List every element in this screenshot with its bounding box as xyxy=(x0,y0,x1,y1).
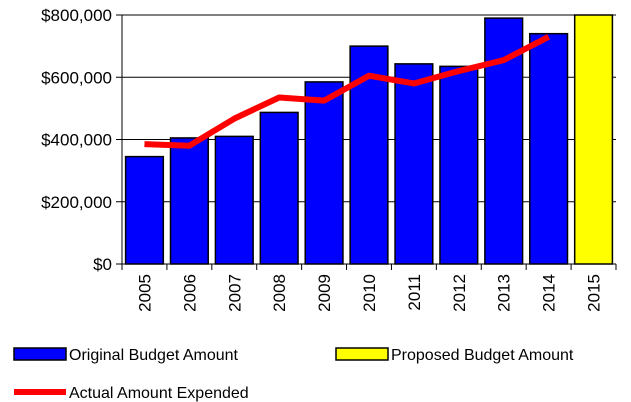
legend-swatch-proposed xyxy=(335,347,389,361)
x-tick-label: 2014 xyxy=(540,274,559,312)
x-tick-label: 2007 xyxy=(225,274,244,312)
bar-2006 xyxy=(169,137,209,265)
axes xyxy=(116,14,617,270)
legend-item-proposed: Proposed Budget Amount xyxy=(335,347,574,364)
x-tick-label: 2012 xyxy=(450,274,469,312)
bar-2011 xyxy=(394,63,434,265)
x-tick-label: 2006 xyxy=(180,274,199,312)
actual-expended-line xyxy=(144,34,551,149)
x-tick-label: 2008 xyxy=(270,274,289,312)
y-tick-label: $600,000 xyxy=(41,68,112,87)
legend-swatch-original xyxy=(13,347,67,361)
bar-2008 xyxy=(259,111,299,265)
y-tick-label: $800,000 xyxy=(41,6,112,25)
y-tick-label: $200,000 xyxy=(41,193,112,212)
bar-2014 xyxy=(529,32,569,265)
legend-label-proposed: Proposed Budget Amount xyxy=(391,347,574,364)
legend: Original Budget Amount Proposed Budget A… xyxy=(13,347,574,402)
legend-item-actual: Actual Amount Expended xyxy=(14,385,249,402)
x-tick-label: 2013 xyxy=(495,274,514,312)
x-tick-label: 2010 xyxy=(360,274,379,312)
bar-2007 xyxy=(214,135,254,265)
bar-2009 xyxy=(304,81,344,265)
legend-label-original: Original Budget Amount xyxy=(69,347,239,364)
legend-item-original: Original Budget Amount xyxy=(13,347,239,364)
bar-2012 xyxy=(439,65,479,265)
x-tick-label: 2009 xyxy=(315,274,334,312)
y-tick-labels: $0 $200,000 $400,000 $600,000 $800,000 xyxy=(41,6,112,274)
bars xyxy=(124,14,614,265)
legend-label-actual: Actual Amount Expended xyxy=(69,385,249,402)
x-tick-label: 2015 xyxy=(585,274,604,312)
y-tick-label: $400,000 xyxy=(41,131,112,150)
bar-2015 xyxy=(573,14,614,265)
actual-line-layer xyxy=(144,34,551,149)
x-tick-labels: 2005 2006 2007 2008 2009 2010 2011 2012 2013 2014… xyxy=(135,274,603,312)
y-tick-label: $0 xyxy=(93,255,112,274)
x-tick-label: 2011 xyxy=(405,274,424,311)
bar-2005 xyxy=(124,155,165,265)
x-tick-label: 2005 xyxy=(135,274,154,312)
